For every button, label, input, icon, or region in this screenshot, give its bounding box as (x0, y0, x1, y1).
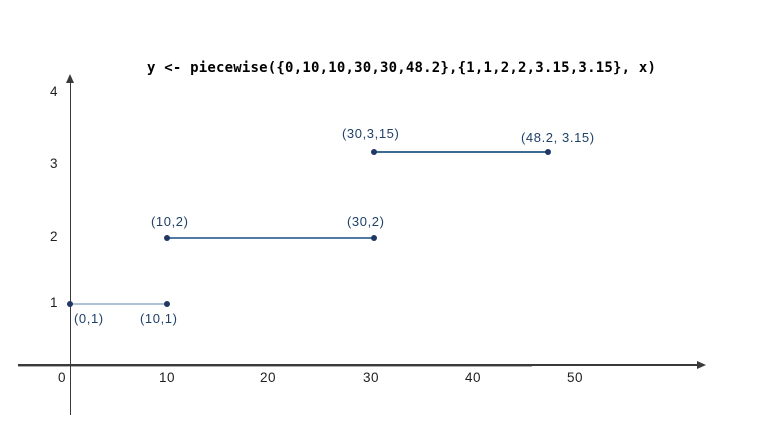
y-tick-label-3: 3 (49, 156, 58, 171)
y-tick-label-1: 1 (49, 295, 58, 310)
data-point-dot-0-1[interactable] (67, 301, 73, 307)
point-label-482-315: (48.2, 3.15) (521, 130, 595, 145)
y-tick-label-2: 2 (49, 229, 58, 244)
y-axis-line (69, 80, 71, 415)
data-point-dot-10-1[interactable] (164, 301, 170, 307)
point-label-10-2: (10,2) (151, 214, 189, 229)
data-point-dot-10-2[interactable] (164, 235, 170, 241)
point-label-10-1: (10,1) (140, 311, 178, 326)
x-tick-label-30: 30 (362, 370, 380, 385)
x-tick-label-40: 40 (464, 370, 482, 385)
x-axis-line (18, 364, 699, 366)
point-label-30-2: (30,2) (347, 214, 385, 229)
function-expression-title: y <- piecewise({0,10,10,30,30,48.2},{1,1… (147, 60, 657, 76)
x-tick-label-10: 10 (158, 370, 176, 385)
data-point-dot-482-315[interactable] (545, 149, 551, 155)
segment-line-3[interactable] (374, 151, 548, 153)
point-label-0-1: (0,1) (74, 311, 104, 326)
x-tick-label-50: 50 (566, 370, 584, 385)
y-axis-arrow-icon (65, 74, 74, 83)
point-label-30-315: (30,3,15) (342, 126, 400, 141)
y-tick-label-4: 4 (49, 84, 58, 99)
x-axis-arrow-icon (697, 360, 706, 369)
x-tick-label-20: 20 (259, 370, 277, 385)
segment-line-2[interactable] (167, 237, 374, 239)
x-tick-label-0: 0 (57, 370, 66, 385)
segment-line-1[interactable] (70, 303, 167, 305)
data-point-dot-30-315[interactable] (371, 149, 377, 155)
data-point-dot-30-2[interactable] (371, 235, 377, 241)
